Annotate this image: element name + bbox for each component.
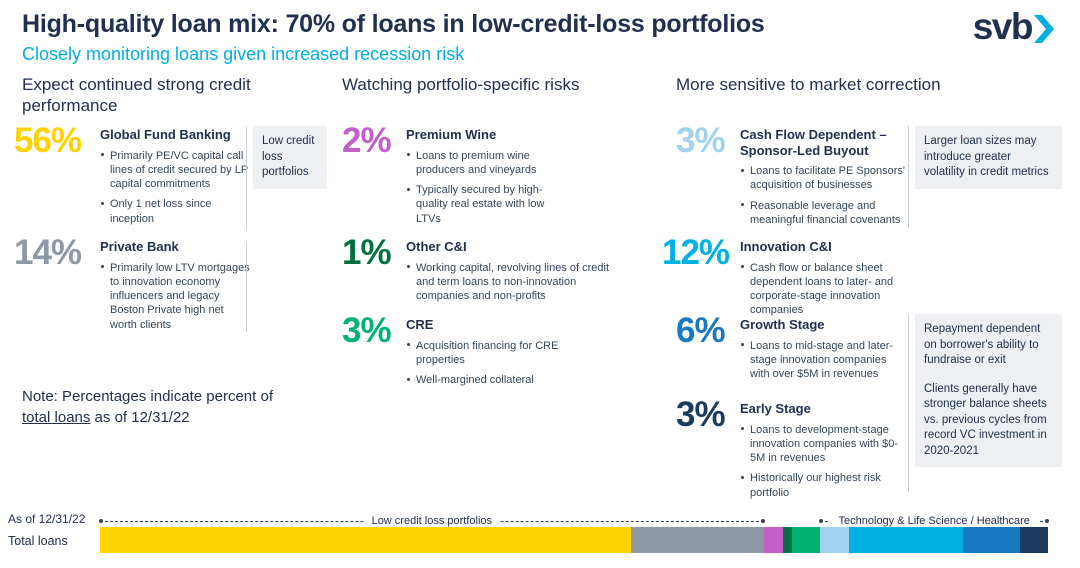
loan-title: Premium Wine — [406, 127, 497, 142]
list-item: Loans to premium wine producers and vine… — [406, 149, 571, 178]
bar-bracket-label: Low credit loss portfolios — [363, 515, 501, 527]
bar-segment-8 — [1019, 527, 1048, 553]
callout-larger-loan-sizes: Larger loan sizes may introduce greater … — [915, 126, 1062, 189]
loan-title: Global Fund Banking — [100, 127, 231, 142]
list-item: Only 1 net loss since inception — [100, 197, 250, 226]
list-item: Loans to facilitate PE Sponsors' acquisi… — [740, 164, 908, 193]
footnote-text: Note: Percentages indicate percent of — [22, 388, 273, 405]
bar-segment-1 — [630, 527, 764, 553]
list-item: Primarily low LTV mortgages to innovatio… — [100, 261, 250, 332]
loan-mix-bar — [100, 527, 1048, 553]
loan-pct: 3% — [342, 311, 392, 350]
loan-pct: 12% — [662, 233, 730, 272]
svb-chevron-icon — [1034, 14, 1054, 43]
loan-bullets: Primarily low LTV mortgages to innovatio… — [100, 261, 250, 332]
loan-bullets: Loans to facilitate PE Sponsors' acquisi… — [740, 164, 908, 227]
loan-pct: 6% — [676, 311, 726, 350]
total-loans-label: Total loans — [8, 534, 68, 548]
bar-bracket-0: Low credit loss portfolios — [99, 515, 765, 527]
list-item: Typically secured by high-quality real e… — [406, 183, 571, 226]
bar-segment-5 — [820, 527, 849, 553]
callout-low-credit-loss: Low credit loss portfolios — [253, 126, 327, 189]
loan-pct: 14% — [14, 233, 82, 272]
list-item: Clients generally have stronger balance … — [924, 382, 1047, 457]
loan-item-cre: 3% CRE Acquisition financing for CRE pro… — [342, 311, 581, 393]
callout-repayment: Repayment dependent on borrower's abilit… — [915, 314, 1062, 468]
loan-title: CRE — [406, 317, 434, 332]
column-header-market-correction: More sensitive to market correction — [676, 75, 941, 94]
loan-bullets: Cash flow or balance sheet dependent loa… — [740, 261, 908, 318]
list-item: Acquisition financing for CRE properties — [406, 339, 581, 368]
loan-item-early-stage: 3% Early Stage Loans to development-stag… — [676, 395, 908, 506]
loan-item-global-fund-banking: 56% Global Fund Banking Primarily PE/VC … — [14, 121, 250, 232]
header: High-quality loan mix: 70% of loans in l… — [22, 10, 765, 65]
svb-logo: svb — [973, 8, 1054, 45]
loan-bullets: Primarily PE/VC capital call lines of cr… — [100, 149, 250, 226]
list-item: Loans to mid-stage and later-stage innov… — [740, 339, 908, 382]
bar-segment-0 — [100, 527, 631, 553]
column-header-portfolio-risks: Watching portfolio-specific risks — [342, 75, 580, 94]
bar-segment-7 — [962, 527, 1020, 553]
loan-pct: 56% — [14, 121, 82, 160]
callout-paragraphs: Repayment dependent on borrower's abilit… — [924, 322, 1053, 459]
loan-pct: 2% — [342, 121, 392, 160]
bar-bracket-1: Technology & Life Science / Healthcare — [819, 515, 1049, 527]
loan-title: Cash Flow Dependent – Sponsor-Led Buyout — [740, 127, 887, 158]
loan-title: Other C&I — [406, 239, 467, 254]
loan-bullets: Loans to development-stage innovation co… — [740, 423, 908, 500]
list-item: Reasonable leverage and meaningful finan… — [740, 199, 908, 228]
loan-pct: 3% — [676, 121, 726, 160]
loan-item-premium-wine: 2% Premium Wine Loans to premium wine pr… — [342, 121, 571, 232]
divider-line — [908, 314, 909, 492]
list-item: Working capital, revolving lines of cred… — [406, 261, 621, 304]
list-item: Repayment dependent on borrower's abilit… — [924, 323, 1041, 367]
footnote-text: as of 12/31/22 — [90, 409, 190, 426]
loan-pct: 1% — [342, 233, 392, 272]
loan-item-sponsor-led-buyout: 3% Cash Flow Dependent – Sponsor-Led Buy… — [676, 121, 908, 233]
loan-title: Innovation C&I — [740, 239, 832, 254]
loan-bullets: Acquisition financing for CRE properties… — [406, 339, 581, 388]
loan-item-innovation-ci: 12% Innovation C&I Cash flow or balance … — [662, 233, 908, 324]
bar-bracket-label: Technology & Life Science / Healthcare — [830, 515, 1038, 527]
loan-bullets: Working capital, revolving lines of cred… — [406, 261, 621, 304]
divider-line — [246, 242, 247, 332]
loan-title: Growth Stage — [740, 317, 825, 332]
bar-area: Low credit loss portfolios Technology & L… — [99, 510, 1049, 556]
bar-segment-2 — [763, 527, 783, 553]
footnote-underline: total loans — [22, 409, 91, 426]
divider-line — [246, 126, 247, 230]
list-item: Well-margined collateral — [406, 373, 581, 387]
list-item: Primarily PE/VC capital call lines of cr… — [100, 149, 250, 192]
bar-segment-4 — [792, 527, 821, 553]
bar-segment-6 — [848, 527, 963, 553]
footnote: Note: Percentages indicate percent of to… — [22, 386, 300, 428]
loan-item-growth-stage: 6% Growth Stage Loans to mid-stage and l… — [676, 311, 908, 387]
loan-item-private-bank: 14% Private Bank Primarily low LTV mortg… — [14, 233, 250, 338]
list-item: Historically our highest risk portfolio — [740, 471, 908, 500]
svb-logo-text: svb — [972, 6, 1034, 47]
list-item: Cash flow or balance sheet dependent loa… — [740, 261, 908, 318]
divider-line — [908, 126, 909, 228]
list-item: Loans to development-stage innovation co… — [740, 423, 908, 466]
loan-bullets: Loans to mid-stage and later-stage innov… — [740, 339, 908, 382]
loan-title: Early Stage — [740, 401, 811, 416]
page-title: High-quality loan mix: 70% of loans in l… — [22, 10, 765, 38]
loan-bullets: Loans to premium wine producers and vine… — [406, 149, 571, 226]
loan-pct: 3% — [676, 395, 726, 434]
loan-item-other-ci: 1% Other C&I Working capital, revolving … — [342, 233, 621, 309]
loan-title: Private Bank — [100, 239, 179, 254]
bar-segment-3 — [782, 527, 793, 553]
as-of-label: As of 12/31/22 — [8, 512, 86, 526]
column-header-credit-performance: Expect continued strong credit performan… — [22, 75, 251, 116]
page-subtitle: Closely monitoring loans given increased… — [22, 44, 465, 64]
